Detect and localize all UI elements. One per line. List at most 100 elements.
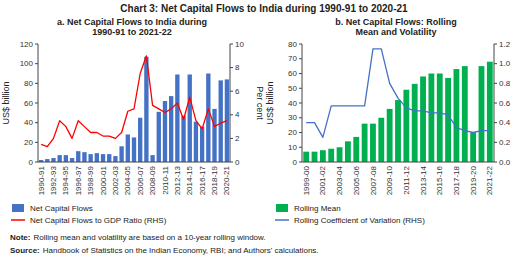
y2-tick <box>230 162 233 163</box>
y2-tick-label: 0.8 <box>499 79 511 88</box>
y2-tick <box>230 114 233 115</box>
y-tick-label: 80 <box>288 40 297 49</box>
bar <box>303 152 309 162</box>
x-tick-label: 2002-03 <box>111 165 120 195</box>
x-tick-label: 2019-20 <box>469 165 478 195</box>
bar <box>95 153 99 162</box>
bar <box>462 66 468 162</box>
x-tick-label: 1998-99 <box>86 165 95 195</box>
annotation-part: Handbook of Statistics on the Indian Eco… <box>43 246 319 255</box>
y2-tick-label: 0.2 <box>499 138 511 147</box>
x-tick-label: 2004-05 <box>123 165 132 195</box>
bar <box>88 154 92 162</box>
legend-swatch <box>276 204 288 212</box>
bar <box>487 62 493 162</box>
y2-tick <box>494 63 497 64</box>
y2-tick-label: 2 <box>235 134 240 143</box>
y-tick-label: 40 <box>288 99 297 108</box>
y-tick-label: 60 <box>288 69 297 78</box>
x-tick-label: 2021-22 <box>485 165 494 195</box>
panel: b. Net Capital Flows: RollingMean and Vo… <box>265 17 511 225</box>
y-tick <box>299 88 302 89</box>
bar <box>138 118 142 162</box>
bar <box>101 154 105 162</box>
y2-axis-label: Per cent <box>255 86 265 120</box>
bar <box>119 146 123 162</box>
y-tick-label: 20 <box>288 128 297 137</box>
legend-swatch <box>11 219 25 221</box>
x-tick-label: 2007-08 <box>369 165 378 195</box>
y-axis-label: US$ billion <box>1 81 11 124</box>
annotation: Note:Rolling mean and volatility are bas… <box>10 233 266 242</box>
bar <box>328 149 334 162</box>
y-tick <box>299 117 302 118</box>
x-tick-label: 2005-06 <box>352 165 361 195</box>
y-tick-label: 40 <box>24 118 33 127</box>
y2-axis-line <box>230 44 231 162</box>
y2-tick <box>494 83 497 84</box>
bar <box>345 141 351 162</box>
bar <box>206 74 210 163</box>
line <box>306 49 490 138</box>
x-tick-label: 2016-17 <box>198 165 207 195</box>
legend: Rolling MeanRolling Coefficient of Varia… <box>275 204 425 225</box>
y2-tick-label: 10 <box>235 40 244 49</box>
bar <box>58 155 62 162</box>
bar <box>395 100 401 162</box>
y-tick <box>35 142 38 143</box>
legend-label: Net Capital Flows <box>30 204 93 213</box>
y-tick <box>35 83 38 84</box>
bar <box>403 90 409 162</box>
bar <box>150 155 154 162</box>
y-tick-label: 0 <box>293 158 298 167</box>
panel-title-line: a. Net Capital Flows to India during <box>57 17 207 27</box>
y2-tick-label: 4 <box>235 110 240 119</box>
y2-tick-label: 6 <box>235 87 240 96</box>
legend-label: Net Capital Flows to GDP Ratio (RHS) <box>30 216 167 225</box>
y-tick <box>299 58 302 59</box>
y-tick-label: 60 <box>24 99 33 108</box>
annotation-part: Source: <box>10 246 40 255</box>
x-tick-label: 2017-18 <box>452 165 461 195</box>
line <box>41 56 227 147</box>
y2-tick <box>494 122 497 123</box>
y-tick <box>299 44 302 45</box>
x-tick-label: 2008-09 <box>148 165 157 195</box>
bar <box>64 155 68 162</box>
y2-tick-label: 1.0 <box>499 59 511 68</box>
bar <box>169 96 173 162</box>
y2-tick <box>494 44 497 45</box>
x-tick-label: 2009-10 <box>385 165 394 195</box>
bar <box>454 69 460 162</box>
bar <box>194 122 198 162</box>
y2-tick-label: 0.0 <box>499 158 511 167</box>
y2-tick-label: 8 <box>235 63 240 72</box>
bar <box>428 74 434 163</box>
bar <box>445 78 451 162</box>
y2-tick <box>230 91 233 92</box>
x-tick-label: 1992-93 <box>49 165 58 195</box>
bar <box>312 152 318 162</box>
x-tick-label: 1994-95 <box>61 165 70 195</box>
x-tick-label: 2020-21 <box>222 165 231 195</box>
y2-tick <box>230 67 233 68</box>
x-tick-label: 2011-12 <box>402 165 411 194</box>
x-tick-label: 2003-04 <box>335 165 344 195</box>
bar <box>437 74 443 163</box>
legend-swatch <box>12 204 24 212</box>
x-tick-label: 2006-07 <box>136 165 145 195</box>
panel: a. Net Capital Flows to India during1990… <box>1 17 265 225</box>
y-tick <box>35 63 38 64</box>
bar <box>420 76 426 162</box>
x-tick-label: 2012-13 <box>173 165 182 195</box>
x-tick-label: 2014-15 <box>185 165 194 195</box>
bar <box>470 133 476 163</box>
bar <box>51 158 55 162</box>
x-tick-label: 1996-97 <box>74 165 83 195</box>
bar <box>200 127 204 162</box>
y-tick <box>35 44 38 45</box>
y-tick <box>299 103 302 104</box>
legend-swatch <box>275 219 289 221</box>
y-tick <box>299 73 302 74</box>
bar <box>82 152 86 162</box>
